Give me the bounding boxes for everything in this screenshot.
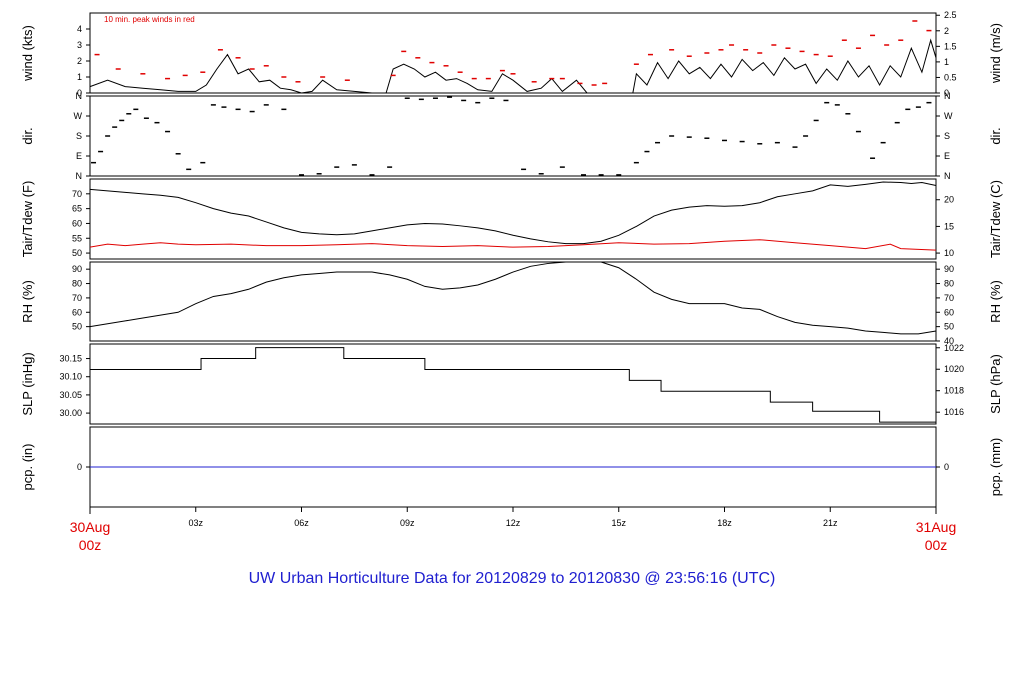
tick-label-left: W: [74, 111, 83, 121]
tick-label-right: 2: [944, 26, 949, 36]
panel-frame: [89, 12, 937, 94]
tick-label-right: 1: [944, 57, 949, 67]
tick-label-left: 0: [77, 88, 82, 98]
x-start-time: 00z: [79, 537, 102, 553]
panel-wind: wind (kts) wind (m/s) 0 1 2 3 4 0 0.5 1 1.5 2 2.5 10 …: [20, 10, 1003, 98]
panel-rh: RH (%) RH (%) 50 60 70 80 90 40 50 60 70 80 90: [20, 261, 1003, 346]
x-tick-label: 18z: [717, 518, 732, 528]
y-label-left: RH (%): [20, 280, 35, 323]
tick-label-right: 80: [944, 279, 954, 289]
tick-label-right: N: [944, 91, 951, 101]
y-label-left: Tair/Tdew (F): [20, 181, 35, 258]
tick-label-left: 65: [72, 204, 82, 214]
tick-label-left: 3: [77, 40, 82, 50]
tick-label-left: 70: [72, 293, 82, 303]
tick-label-right: 10: [944, 248, 954, 258]
tick-label-left: S: [76, 131, 82, 141]
panel-frame: [89, 95, 937, 177]
tick-label-right: 20: [944, 195, 954, 205]
y-label-right: RH (%): [988, 280, 1003, 323]
tick-label-right: 50: [944, 322, 954, 332]
tick-label-right: 0.5: [944, 72, 957, 82]
tick-label-right: S: [944, 131, 950, 141]
y-label-right: pcp. (mm): [988, 438, 1003, 497]
panel-slp: SLP (inHg) SLP (hPa) 30.00 30.05 30.10 30.15 1…: [20, 343, 1003, 425]
tick-label-left: 30.15: [59, 354, 82, 364]
chart-panels: wind (kts) wind (m/s)0123400.511.522.510 …: [20, 10, 1003, 508]
tick-label-left: E: [76, 151, 82, 161]
y-label-left: SLP (inHg): [20, 352, 35, 415]
tick-label-left: 30.00: [59, 408, 82, 418]
peak-wind-note: 10 min. peak winds in red: [104, 15, 195, 24]
x-tick-label: 15z: [611, 518, 626, 528]
tick-label-left: 70: [72, 189, 82, 199]
x-end-time: 00z: [925, 537, 948, 553]
series-line: [89, 181, 937, 245]
series-line: [89, 38, 937, 94]
tick-label-right: 2.5: [944, 10, 957, 20]
tick-label-left: N: [76, 171, 83, 181]
tick-label-left: 55: [72, 233, 82, 243]
panel-pcp: pcp. (in) pcp. (mm) 0 0: [20, 426, 1003, 508]
y-label-right: wind (m/s): [988, 23, 1003, 84]
tick-label-right: 90: [944, 264, 954, 274]
tick-label-left: 30.05: [59, 390, 82, 400]
tick-label-right: 1020: [944, 364, 964, 374]
tick-label-left: 2: [77, 56, 82, 66]
tick-label-right: 1018: [944, 386, 964, 396]
y-label-right: dir.: [988, 127, 1003, 144]
chart-title: UW Urban Horticulture Data for 20120829 …: [249, 570, 776, 587]
tick-label-left: 50: [72, 248, 82, 258]
tick-label-left: 60: [72, 307, 82, 317]
tick-label-right: E: [944, 151, 950, 161]
series-line: [89, 261, 937, 335]
tick-label-left: 4: [77, 24, 82, 34]
tick-label-right: 1.5: [944, 41, 957, 51]
x-end-day: 31Aug: [916, 519, 956, 535]
panel-frame: [89, 343, 937, 425]
tick-label-right: 70: [944, 293, 954, 303]
tick-label-right: 1022: [944, 343, 964, 353]
tick-label-left: 80: [72, 279, 82, 289]
x-start-day: 30Aug: [70, 519, 110, 535]
tick-label-right: 1016: [944, 407, 964, 417]
tick-label-right: 15: [944, 221, 954, 231]
tick-label-right: 0: [944, 88, 949, 98]
panel-temp: Tair/Tdew (F) Tair/Tdew (C) 50 55 60 65 70 10 15…: [20, 178, 1003, 260]
tick-label-right: 40: [944, 336, 954, 346]
tick-label-left: 90: [72, 264, 82, 274]
panel-frame: [89, 261, 937, 342]
x-tick-label: 09z: [400, 518, 415, 528]
tick-label-right: N: [944, 171, 951, 181]
y-label-left: wind (kts): [20, 25, 35, 82]
tick-label-right: W: [944, 111, 953, 121]
tick-label-left: N: [76, 91, 83, 101]
tick-label-left: 0: [77, 462, 82, 472]
series-line: [89, 239, 937, 251]
y-label-left: dir.: [20, 127, 35, 144]
x-axis: 30Aug 00z 31Aug 00z 03z 06z 09z 12z 15z 18z 21…: [70, 507, 956, 553]
tick-label-right: 0: [944, 462, 949, 472]
tick-label-left: 60: [72, 218, 82, 228]
y-label-right: Tair/Tdew (C): [988, 180, 1003, 258]
panel-frame: [89, 178, 937, 260]
series-line: [90, 347, 936, 423]
x-tick-label: 12z: [506, 518, 521, 528]
x-tick-label: 06z: [294, 518, 309, 528]
tick-label-left: 50: [72, 322, 82, 332]
x-tick-label: 21z: [823, 518, 838, 528]
tick-label-left: 30.10: [59, 372, 82, 382]
x-tick-label: 03z: [188, 518, 203, 528]
panel-dir: dir. dir.N NE ES SW WN N: [20, 91, 1003, 181]
tick-label-right: 60: [944, 307, 954, 317]
y-label-right: SLP (hPa): [988, 354, 1003, 414]
y-label-left: pcp. (in): [20, 444, 35, 491]
tick-label-left: 1: [77, 72, 82, 82]
